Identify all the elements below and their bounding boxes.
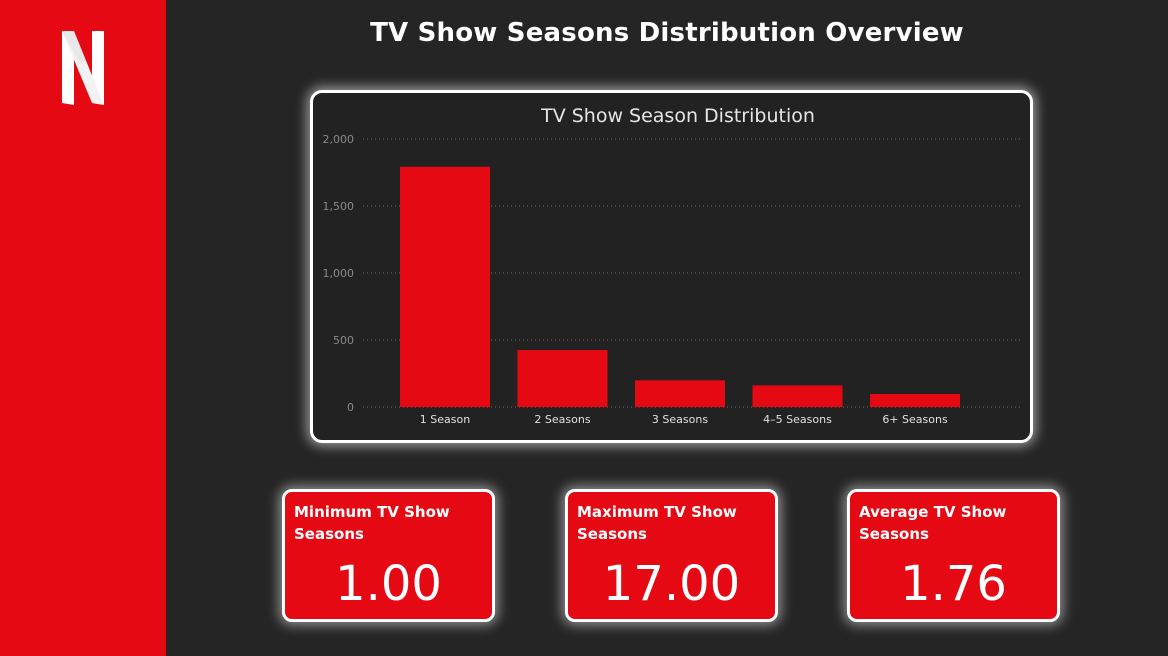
page-title: TV Show Seasons Distribution Overview (370, 18, 964, 48)
average-seasons-value: 1.76 (900, 556, 1007, 612)
y-tick-label: 1,000 (323, 267, 355, 280)
x-tick-label: 4–5 Seasons (763, 413, 832, 426)
average-seasons-label: Average TV Show Seasons (859, 503, 1007, 543)
maximum-seasons-card: Maximum TV Show Seasons 17.00 (565, 489, 778, 622)
netflix-logo-icon (62, 31, 104, 105)
bar-chart-svg: TV Show Season Distribution 0 500 1,000 1,5… (323, 105, 1023, 426)
minimum-seasons-card: Minimum TV Show Seasons 1.00 (282, 489, 495, 622)
x-tick-label: 6+ Seasons (882, 413, 948, 426)
y-tick-label: 500 (333, 334, 354, 347)
bar (400, 166, 490, 407)
average-seasons-card: Average TV Show Seasons 1.76 (847, 489, 1060, 622)
chart-title: TV Show Season Distribution (540, 105, 815, 127)
bar (635, 380, 725, 407)
y-tick-label: 0 (347, 401, 354, 414)
season-distribution-chart: TV Show Season Distribution 0 500 1,000 1,5… (310, 90, 1033, 443)
minimum-seasons-label: Minimum TV Show Seasons (294, 503, 450, 543)
bar (517, 350, 608, 407)
maximum-seasons-value: 17.00 (602, 556, 741, 612)
x-tick-label: 2 Seasons (534, 413, 590, 426)
bar (752, 385, 843, 407)
minimum-seasons-value: 1.00 (335, 556, 442, 612)
x-tick-label: 1 Season (420, 413, 470, 426)
y-tick-label: 1,500 (323, 200, 355, 213)
x-tick-label: 3 Seasons (652, 413, 708, 426)
bar (870, 394, 960, 407)
sidebar (0, 0, 166, 656)
maximum-seasons-label: Maximum TV Show Seasons (577, 503, 737, 543)
y-tick-label: 2,000 (323, 133, 355, 146)
